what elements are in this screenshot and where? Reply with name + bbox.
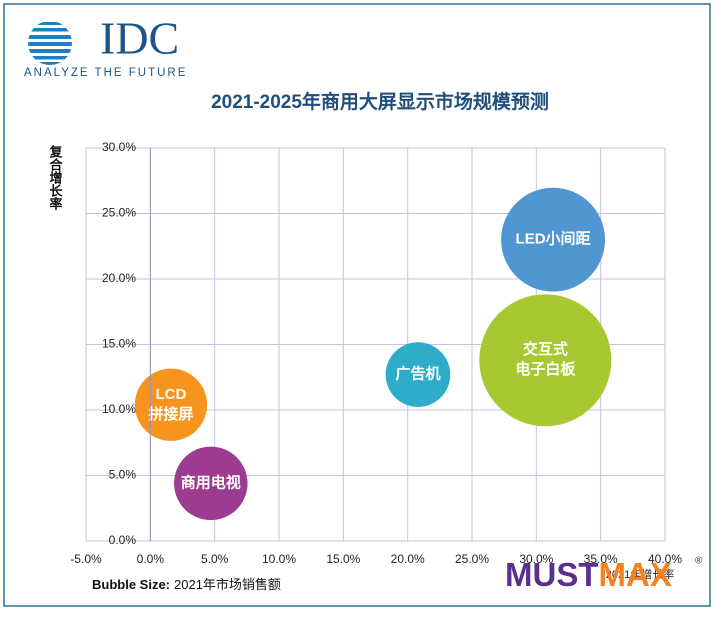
frame [3,3,711,607]
size-note-key: Bubble Size: [92,577,170,592]
size-note-text: 2021年市场销售额 [174,577,281,592]
brand-part: MUST [505,556,599,593]
bubble-label: 交互式电子白板 [515,340,576,378]
idc-globe [28,22,72,65]
y-tick-label: 5.0% [109,468,137,482]
bubble-label-line: 电子白板 [515,360,576,378]
tagline: ANALYZE THE FUTURE [24,67,187,79]
y-tick-label: 20.0% [102,271,136,285]
bubble-label-line: LCD [156,386,187,403]
registered-mark: ® [695,556,703,567]
chart-title: 2021-2025年商用大屏显示市场规模预测 [211,90,549,113]
bubble-label-line: 拼接屏 [148,405,193,423]
x-tick-label: 40.0% [648,552,682,566]
x-tick-label: 35.0% [584,552,618,566]
bubble-label-line: 交互式 [523,340,568,358]
x-tick-label: 30.0% [519,552,553,566]
y-axis-label: 复合增长率 [48,144,64,211]
y-tick-label: 15.0% [102,337,136,351]
bubble-label: LCD 拼接屏 [148,386,193,423]
logo: IDC [100,13,179,64]
x-tick-label: -5.0% [70,552,102,566]
bubble [385,342,451,407]
y-tick-label: 30.0% [102,140,136,154]
x-tick-label: 15.0% [326,552,360,566]
bubble [174,446,248,521]
bubble [501,187,606,292]
bubble [479,294,612,427]
bubble-label-line: 商用电视 [181,473,241,491]
x-tick-label: 20.0% [391,552,425,566]
size-note: Bubble Size: 2021年市场销售额 [92,577,281,592]
x-tick-label: 10.0% [262,552,296,566]
bubble-label-line: LED小间距 [516,230,591,248]
brand: MUSTMAX [505,556,672,593]
bubble-label: 广告机 [395,365,440,383]
y-tick-label: 0.0% [109,533,137,547]
x-axis-label: 2021年增长率 [606,567,674,581]
bubble-label: LED小间距 [516,230,591,248]
x-tick-label: 0.0% [137,552,165,566]
x-tick-label: 25.0% [455,552,489,566]
bubble-label: 商用电视 [181,473,241,491]
bubble-label-line: 广告机 [395,365,440,383]
brand-part: MAX [599,556,672,593]
y-tick-label: 25.0% [102,206,136,220]
y-tick-label: 10.0% [102,402,136,416]
x-tick-label: 5.0% [201,552,229,566]
bubble [134,368,208,441]
